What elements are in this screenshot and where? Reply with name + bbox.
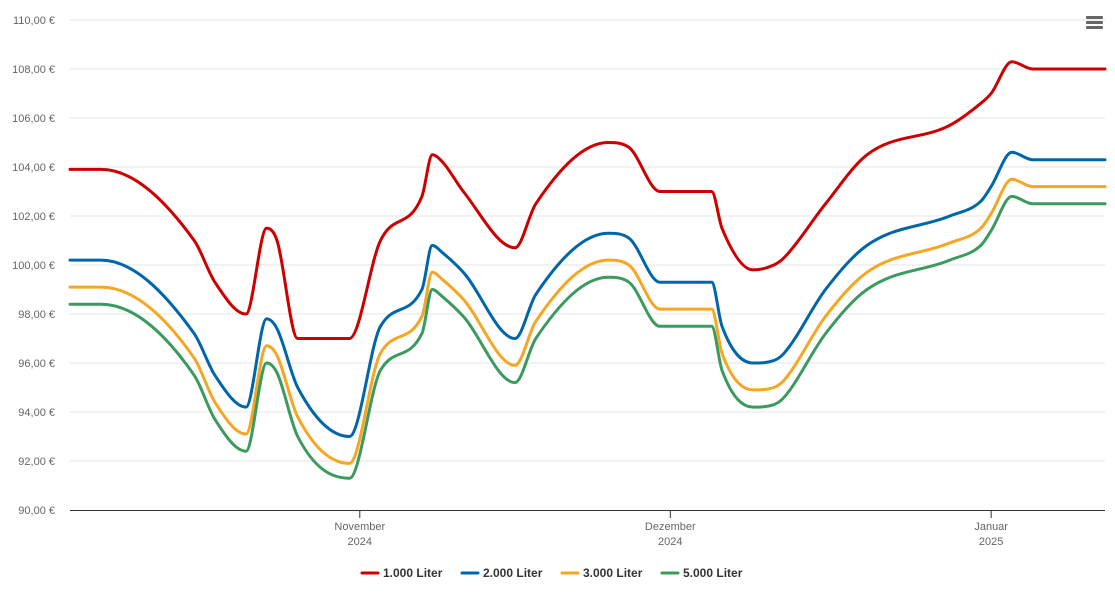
y-tick-label: 94,00 €	[18, 407, 55, 419]
y-tick-label: 90,00 €	[18, 505, 55, 517]
x-tick-label-year: 2025	[979, 536, 1003, 548]
y-tick-label: 92,00 €	[18, 456, 55, 468]
axes: 90,00 € 92,00 € 94,00 € 96,00 € 98,00 € 100,0…	[12, 15, 1105, 548]
hamburger-menu-icon	[1086, 16, 1103, 29]
x-tick-label-year: 2024	[348, 536, 372, 548]
series-line-2	[68, 150, 1107, 438]
y-tick-label: 104,00 €	[12, 162, 55, 174]
legend-item[interactable]: 2.000 Liter	[460, 566, 543, 580]
y-tick-label: 110,00 €	[13, 15, 55, 27]
legend-label: 3.000 Liter	[583, 566, 643, 580]
x-tick-label-year: 2024	[658, 536, 682, 548]
y-tick-label: 96,00 €	[18, 358, 55, 370]
y-tick-label: 102,00 €	[12, 211, 55, 223]
y-tick-label: 106,00 €	[12, 113, 55, 125]
series-line-3	[68, 177, 1107, 465]
y-tick-label: 100,00 €	[12, 260, 55, 272]
series-line-1	[68, 60, 1107, 340]
y-tick-label: 98,00 €	[18, 309, 55, 321]
y-tick-label: 108,00 €	[12, 64, 55, 76]
legend-label: 2.000 Liter	[483, 566, 543, 580]
x-tick-label-month: Dezember	[645, 521, 696, 533]
legend: 1.000 Liter 2.000 Liter 3.000 Liter 5.000 L…	[360, 566, 743, 580]
chart-menu-button[interactable]	[1080, 10, 1108, 34]
legend-item[interactable]: 1.000 Liter	[360, 566, 443, 580]
legend-label: 1.000 Liter	[383, 566, 443, 580]
legend-item[interactable]: 5.000 Liter	[660, 566, 743, 580]
x-tick-label-month: November	[334, 521, 385, 533]
legend-label: 5.000 Liter	[683, 566, 743, 580]
series-lines	[68, 60, 1107, 480]
x-tick-label-month: Januar	[974, 521, 1008, 533]
legend-item[interactable]: 3.000 Liter	[560, 566, 643, 580]
series-line-4	[68, 194, 1107, 480]
